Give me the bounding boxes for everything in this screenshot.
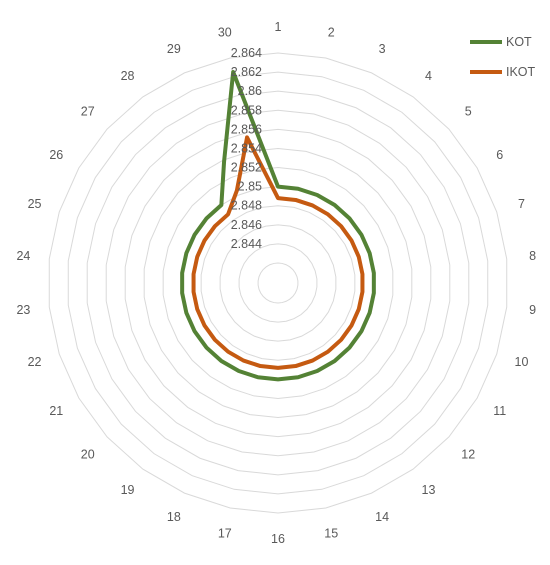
grid-ring-7: [124, 128, 432, 438]
category-label-29: 29: [167, 42, 181, 56]
tick-label: 2.862: [231, 65, 262, 79]
category-label-15: 15: [324, 526, 338, 540]
category-label-11: 11: [493, 404, 506, 418]
tick-label: 2.848: [231, 199, 262, 213]
radar-grid: [48, 52, 508, 514]
category-label-4: 4: [425, 69, 432, 83]
category-label-27: 27: [81, 105, 95, 119]
series-line-kot: [180, 70, 376, 382]
category-label-2: 2: [328, 26, 335, 40]
grid-ring-9: [86, 90, 470, 476]
tick-label: 2.852: [231, 161, 262, 175]
grid-ring-6: [143, 147, 413, 419]
category-label-23: 23: [16, 303, 30, 317]
category-label-19: 19: [121, 483, 135, 497]
category-label-17: 17: [218, 526, 232, 540]
grid-ring-11: [48, 52, 508, 514]
radial-tick-labels: 2.844 2.846 2.848 2.85 2.852 2.854 2.856 2.858 2…: [231, 46, 262, 251]
tick-label: 2.846: [231, 218, 262, 232]
tick-label: 2.854: [231, 141, 262, 155]
grid-ring-2: [219, 224, 337, 342]
tick-label: 2.844: [231, 237, 262, 251]
category-label-7: 7: [518, 197, 525, 211]
category-label-6: 6: [496, 148, 503, 162]
tick-label: 2.864: [231, 46, 262, 60]
category-label-9: 9: [529, 303, 536, 317]
category-label-25: 25: [28, 197, 42, 211]
tick-label: 2.86: [238, 84, 262, 98]
legend: KOT IKOT: [470, 35, 536, 79]
legend-label-ikot: IKOT: [506, 65, 536, 79]
category-label-14: 14: [375, 510, 389, 524]
tick-label: 2.856: [231, 122, 262, 136]
category-label-8: 8: [529, 249, 536, 263]
category-label-30: 30: [218, 26, 232, 40]
grid-ring-8: [105, 109, 451, 457]
grid-ring-5: [162, 167, 394, 399]
series-line-ikot: [191, 135, 365, 370]
category-label-1: 1: [275, 20, 282, 34]
category-label-13: 13: [422, 483, 436, 497]
category-label-16: 16: [271, 532, 285, 546]
category-label-21: 21: [49, 404, 63, 418]
category-label-28: 28: [121, 69, 135, 83]
grid-ring-3: [200, 205, 356, 361]
radar-series: [180, 70, 376, 382]
category-label-5: 5: [465, 105, 472, 119]
category-label-10: 10: [515, 355, 529, 369]
category-label-3: 3: [379, 42, 386, 56]
tick-label: 2.85: [238, 180, 262, 194]
grid-ring-0: [257, 262, 299, 304]
category-label-20: 20: [81, 447, 95, 461]
category-labels: 1 234567891011121314151617181920212223242…: [16, 20, 536, 546]
tick-label: 2.858: [231, 103, 262, 117]
grid-ring-10: [67, 71, 489, 495]
legend-label-kot: KOT: [506, 35, 532, 49]
category-label-18: 18: [167, 510, 181, 524]
category-label-22: 22: [28, 355, 42, 369]
category-label-26: 26: [49, 148, 63, 162]
grid-ring-1: [238, 243, 318, 323]
category-label-24: 24: [16, 249, 30, 263]
category-label-12: 12: [461, 447, 475, 461]
